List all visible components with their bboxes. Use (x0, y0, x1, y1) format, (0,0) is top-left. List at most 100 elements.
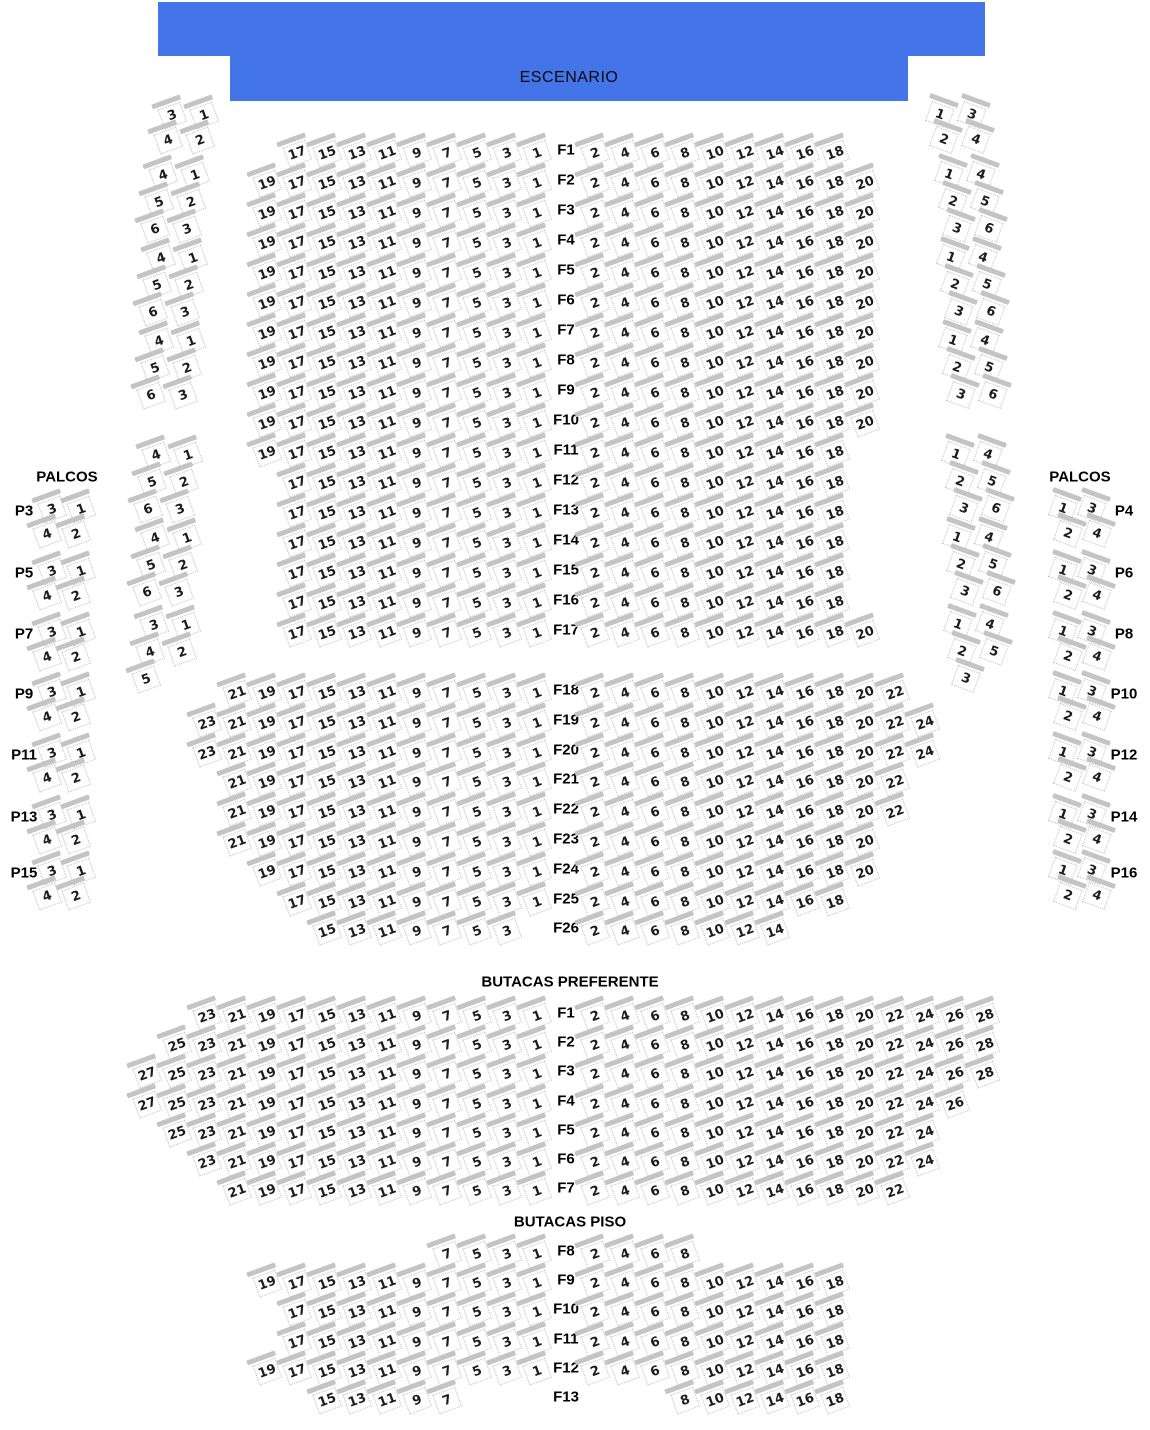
seat-piso-F10-1[interactable]: 1 (516, 1291, 554, 1327)
seat-orchestra-F12-17[interactable]: 17 (276, 462, 314, 498)
seat-orchestra-F8-4[interactable]: 4 (604, 342, 642, 378)
seat-orchestra-F10-17[interactable]: 17 (276, 402, 314, 438)
seat-orchestra-F4-4[interactable]: 4 (604, 222, 642, 258)
seat-orchestra-F10-6[interactable]: 6 (634, 402, 672, 438)
seat-preferente-F3-17[interactable]: 17 (276, 1053, 314, 1089)
seat-preferente-F5-2[interactable]: 2 (574, 1112, 612, 1148)
seat-orchestra-F2-5[interactable]: 5 (456, 162, 494, 198)
seat-orchestra_rear-F23-3[interactable]: 3 (486, 821, 524, 857)
seat-orchestra_rear-F22-22[interactable]: 22 (874, 791, 912, 827)
seat-orchestra-F7-6[interactable]: 6 (634, 312, 672, 348)
seat-orchestra-F2-12[interactable]: 12 (724, 162, 762, 198)
seat-piso-F11-11[interactable]: 11 (366, 1321, 404, 1357)
seat-orchestra_rear-F23-12[interactable]: 12 (724, 821, 762, 857)
seat-orchestra_rear-F26-13[interactable]: 13 (336, 910, 374, 946)
seat-orchestra-F15-4[interactable]: 4 (604, 552, 642, 588)
seat-orchestra_rear-F21-19[interactable]: 19 (246, 761, 284, 797)
seat-preferente-F6-21[interactable]: 21 (216, 1141, 254, 1177)
seat-orchestra-F11-19[interactable]: 19 (246, 432, 284, 468)
seat-preferente-F6-17[interactable]: 17 (276, 1141, 314, 1177)
seat-piso-F10-12[interactable]: 12 (724, 1291, 762, 1327)
seat-orchestra_rear-F25-12[interactable]: 12 (724, 881, 762, 917)
seat-orchestra-F2-9[interactable]: 9 (396, 162, 434, 198)
seat-preferente-F4-8[interactable]: 8 (664, 1083, 702, 1119)
seat-orchestra_rear-F19-16[interactable]: 16 (784, 702, 822, 738)
seat-side-left-g6-3[interactable]: 3 (158, 571, 196, 607)
seat-piso-F13-9[interactable]: 9 (396, 1379, 434, 1415)
seat-preferente-F6-15[interactable]: 15 (306, 1141, 344, 1177)
seat-side-right-g6-3[interactable]: 3 (949, 570, 985, 606)
seat-orchestra-F4-16[interactable]: 16 (784, 222, 822, 258)
seat-orchestra-F12-10[interactable]: 10 (694, 462, 732, 498)
seat-orchestra-F7-20[interactable]: 20 (844, 312, 882, 348)
seat-preferente-F3-4[interactable]: 4 (604, 1053, 642, 1089)
seat-preferente-F3-21[interactable]: 21 (216, 1053, 254, 1089)
seat-preferente-F1-26[interactable]: 26 (934, 995, 972, 1031)
seat-preferente-F2-23[interactable]: 23 (186, 1024, 224, 1060)
seat-preferente-F6-16[interactable]: 16 (784, 1141, 822, 1177)
seat-piso-F10-9[interactable]: 9 (396, 1291, 434, 1327)
seat-orchestra-F1-3[interactable]: 3 (486, 132, 524, 168)
seat-preferente-F5-15[interactable]: 15 (306, 1112, 344, 1148)
seat-preferente-F6-24[interactable]: 24 (904, 1141, 942, 1177)
seat-orchestra-F5-20[interactable]: 20 (844, 252, 882, 288)
seat-orchestra-F14-8[interactable]: 8 (664, 522, 702, 558)
seat-orchestra-F12-13[interactable]: 13 (336, 462, 374, 498)
seat-piso-F9-2[interactable]: 2 (574, 1262, 612, 1298)
seat-preferente-F5-4[interactable]: 4 (604, 1112, 642, 1148)
seat-orchestra-F4-12[interactable]: 12 (724, 222, 762, 258)
seat-orchestra-F1-11[interactable]: 11 (366, 132, 404, 168)
seat-orchestra-F14-3[interactable]: 3 (486, 522, 524, 558)
seat-preferente-F2-10[interactable]: 10 (694, 1024, 732, 1060)
seat-preferente-F7-10[interactable]: 10 (694, 1170, 732, 1206)
seat-preferente-F6-20[interactable]: 20 (844, 1141, 882, 1177)
seat-preferente-F3-23[interactable]: 23 (186, 1053, 224, 1089)
seat-orchestra_rear-F24-12[interactable]: 12 (724, 851, 762, 887)
seat-orchestra-F8-8[interactable]: 8 (664, 342, 702, 378)
seat-preferente-F1-3[interactable]: 3 (486, 995, 524, 1031)
seat-piso-F11-8[interactable]: 8 (664, 1321, 702, 1357)
seat-preferente-F1-4[interactable]: 4 (604, 995, 642, 1031)
seat-orchestra-F11-14[interactable]: 14 (754, 432, 792, 468)
seat-piso-F8-4[interactable]: 4 (604, 1233, 642, 1269)
seat-orchestra-F4-10[interactable]: 10 (694, 222, 732, 258)
seat-preferente-F2-24[interactable]: 24 (904, 1024, 942, 1060)
seat-piso-F12-11[interactable]: 11 (366, 1350, 404, 1386)
seat-orchestra-F8-11[interactable]: 11 (366, 342, 404, 378)
seat-orchestra-F10-3[interactable]: 3 (486, 402, 524, 438)
seat-piso-F8-8[interactable]: 8 (664, 1233, 702, 1269)
seat-orchestra_rear-F24-14[interactable]: 14 (754, 851, 792, 887)
seat-orchestra-F15-18[interactable]: 18 (814, 552, 852, 588)
seat-piso-F9-3[interactable]: 3 (486, 1262, 524, 1298)
seat-piso-F8-7[interactable]: 7 (426, 1233, 464, 1269)
seat-orchestra-F2-4[interactable]: 4 (604, 162, 642, 198)
seat-piso-F12-4[interactable]: 4 (604, 1350, 642, 1386)
seat-preferente-F4-9[interactable]: 9 (396, 1083, 434, 1119)
seat-orchestra_rear-F25-16[interactable]: 16 (784, 881, 822, 917)
seat-preferente-F7-19[interactable]: 19 (246, 1170, 284, 1206)
seat-orchestra-F11-15[interactable]: 15 (306, 432, 344, 468)
seat-orchestra-F1-9[interactable]: 9 (396, 132, 434, 168)
seat-orchestra-F10-16[interactable]: 16 (784, 402, 822, 438)
seat-orchestra-F11-8[interactable]: 8 (664, 432, 702, 468)
seat-orchestra-F15-9[interactable]: 9 (396, 552, 434, 588)
seat-orchestra-F15-8[interactable]: 8 (664, 552, 702, 588)
seat-preferente-F4-5[interactable]: 5 (456, 1083, 494, 1119)
seat-orchestra_rear-F18-9[interactable]: 9 (396, 672, 434, 708)
seat-orchestra_rear-F20-21[interactable]: 21 (216, 732, 254, 768)
seat-orchestra_rear-F24-6[interactable]: 6 (634, 851, 672, 887)
seat-orchestra-F6-15[interactable]: 15 (306, 282, 344, 318)
seat-preferente-F1-21[interactable]: 21 (216, 995, 254, 1031)
seat-orchestra-F17-2[interactable]: 2 (574, 612, 612, 648)
seat-piso-F11-18[interactable]: 18 (814, 1321, 852, 1357)
seat-orchestra-F14-17[interactable]: 17 (276, 522, 314, 558)
seat-orchestra-F1-10[interactable]: 10 (694, 132, 732, 168)
seat-orchestra-F7-18[interactable]: 18 (814, 312, 852, 348)
seat-orchestra_rear-F21-6[interactable]: 6 (634, 761, 672, 797)
seat-preferente-F5-8[interactable]: 8 (664, 1112, 702, 1148)
seat-orchestra_rear-F20-6[interactable]: 6 (634, 732, 672, 768)
seat-piso-F9-14[interactable]: 14 (754, 1262, 792, 1298)
seat-side-left-g1-2[interactable]: 2 (179, 119, 217, 155)
seat-orchestra-F5-7[interactable]: 7 (426, 252, 464, 288)
seat-orchestra_rear-F21-14[interactable]: 14 (754, 761, 792, 797)
